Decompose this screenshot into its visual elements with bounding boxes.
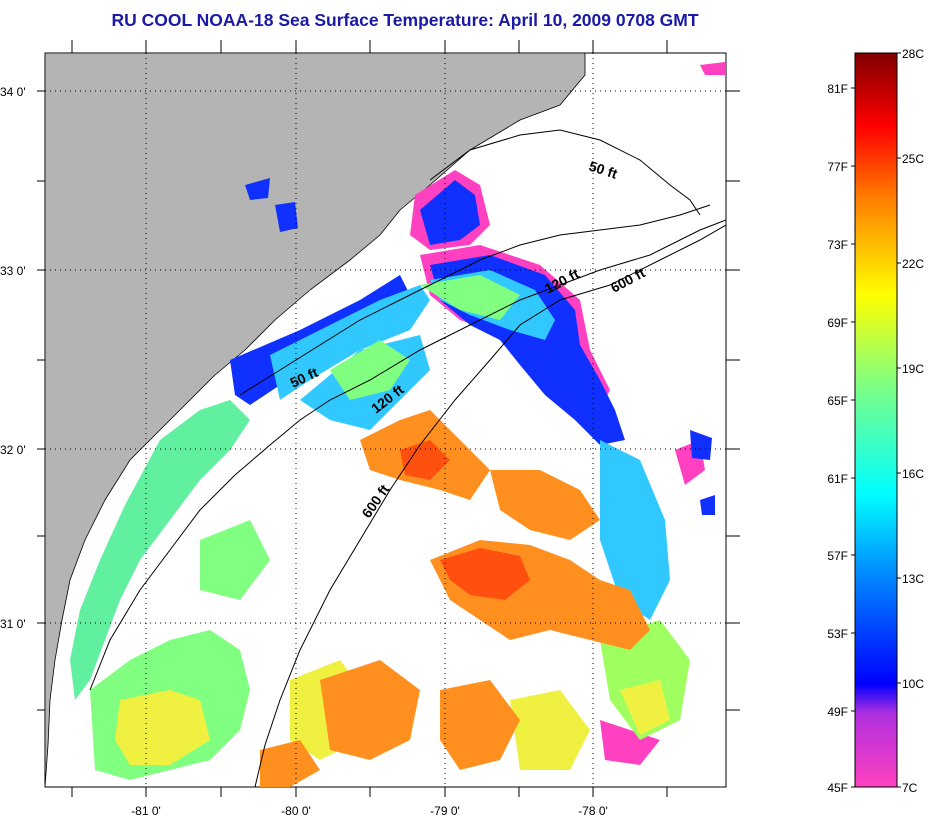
colorbar-c-28: 28C [902,47,924,61]
lat-label-32: 32 0' [0,443,26,457]
colorbar-f-57: 57F [827,549,848,563]
lat-label-34: 34 0' [0,85,26,99]
lon-label-81: -81 0' [131,804,161,817]
colorbar-f-81: 81F [827,82,848,96]
colorbar-c-7: 7C [902,781,918,795]
map-grid [45,53,726,787]
land-region [45,53,586,787]
colorbar-c-22: 22C [902,257,924,271]
colorbar: 81F 77F 73F 69F 65F 61F 57F 53F 49F 45F … [827,47,924,795]
colorbar-c-13: 13C [902,572,924,586]
colorbar-gradient [854,52,898,788]
colorbar-c-10: 10C [902,677,924,691]
colorbar-f-77: 77F [827,160,848,174]
colorbar-f-53: 53F [827,627,848,641]
lon-label-79: -79 0' [430,804,460,817]
colorbar-c-25: 25C [902,152,924,166]
lon-label-80: -80 0' [281,804,311,817]
colorbar-c-16: 16C [902,467,924,481]
colorbar-f-69: 69F [827,316,848,330]
colorbar-c-19: 19C [902,362,924,376]
colorbar-f-45: 45F [827,781,848,795]
lat-label-33: 33 0' [0,264,26,278]
lat-label-31: 31 0' [0,617,26,631]
frame-ticks [37,40,740,797]
colorbar-f-65: 65F [827,394,848,408]
bathymetry-contours [89,129,726,787]
colorbar-f-49: 49F [827,705,848,719]
map-title: RU COOL NOAA-18 Sea Surface Temperature:… [111,10,699,30]
colorbar-f-61: 61F [827,472,848,486]
sst-data-layer [70,62,725,787]
lon-label-78: -78 0' [578,804,608,817]
colorbar-f-73: 73F [827,238,848,252]
